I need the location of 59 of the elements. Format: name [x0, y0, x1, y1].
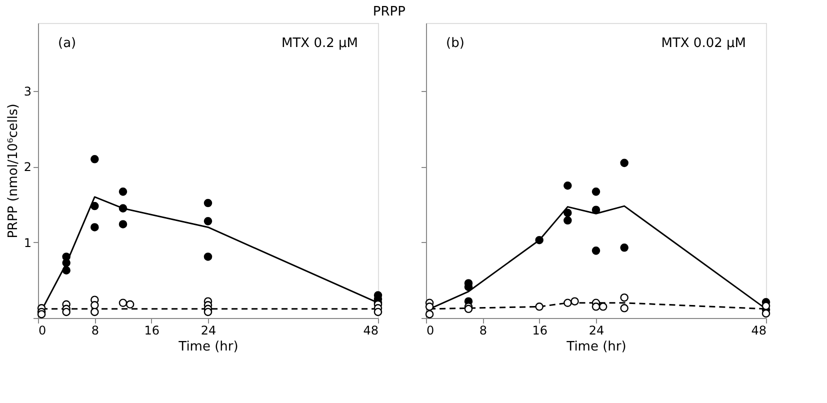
point	[425, 302, 434, 311]
x-tick-label: 24	[588, 324, 604, 338]
y-axis-title: PRPP (nmol/10⁶cells)	[6, 104, 21, 238]
x-tick-label: 8	[91, 324, 99, 338]
annotation: (b)	[446, 36, 464, 51]
point	[374, 308, 382, 316]
x-tick-label: 0	[38, 324, 46, 338]
point	[535, 236, 544, 244]
point	[564, 298, 572, 307]
point	[620, 158, 628, 168]
point	[118, 220, 128, 228]
point	[118, 188, 128, 196]
point	[90, 202, 99, 210]
point	[37, 310, 46, 318]
point	[62, 258, 70, 267]
point	[592, 206, 600, 214]
x-tick-label: 16	[532, 324, 548, 338]
annotation: MTX 0.02 µM	[661, 36, 746, 51]
y-tick-label: 2	[24, 160, 32, 174]
point	[90, 308, 99, 316]
point	[620, 244, 628, 252]
point	[570, 297, 579, 306]
y-tick-label: 3	[24, 84, 32, 99]
annotation: MTX 0.2 µM	[282, 36, 358, 51]
point	[620, 304, 628, 312]
annotation: (a)	[58, 36, 76, 51]
point	[118, 298, 128, 307]
point	[118, 204, 128, 212]
x-tick-label: 0	[426, 324, 434, 338]
point	[90, 301, 99, 310]
point	[126, 300, 134, 309]
x-tick-label: 8	[479, 324, 487, 338]
chart-title: PRPP	[372, 4, 406, 20]
point	[62, 308, 70, 316]
point	[464, 304, 473, 314]
y-tick-label: 1	[24, 236, 32, 250]
point	[425, 310, 434, 318]
x-tick-label: 48	[363, 324, 378, 338]
point	[598, 302, 608, 311]
x-axis-title: Time (hr)	[178, 340, 238, 354]
point	[592, 246, 600, 255]
point	[564, 216, 572, 225]
point	[204, 252, 212, 261]
point	[90, 223, 99, 232]
point	[564, 182, 572, 190]
point	[535, 302, 544, 311]
x-tick-label: 48	[751, 324, 766, 338]
point	[592, 188, 600, 196]
x-axis-title: Time (hr)	[566, 340, 626, 354]
point	[90, 155, 99, 164]
point	[62, 266, 70, 274]
point	[592, 302, 600, 311]
x-tick-label: 16	[144, 324, 160, 338]
point	[204, 198, 212, 208]
point	[204, 217, 212, 226]
x-tick-label: 24	[200, 324, 216, 338]
point	[620, 293, 628, 302]
point	[564, 208, 572, 217]
point	[204, 308, 212, 316]
